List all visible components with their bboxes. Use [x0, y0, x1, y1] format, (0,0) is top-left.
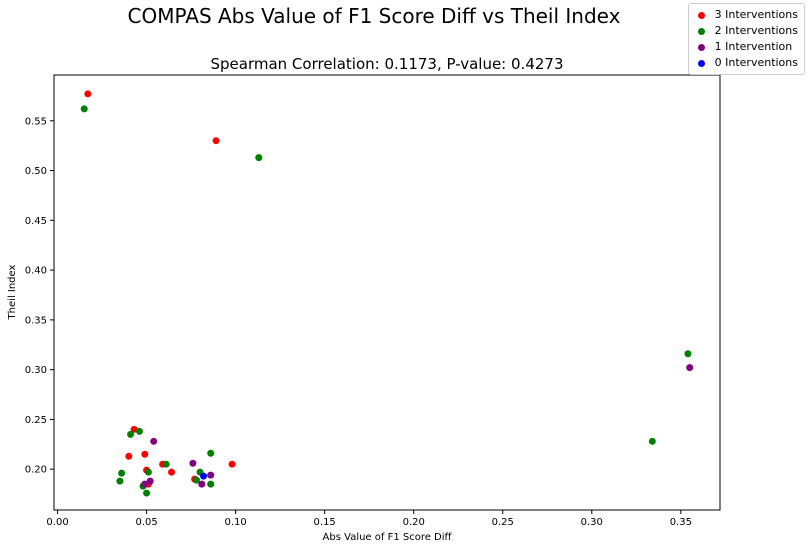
data-point — [116, 477, 124, 485]
y-tick-label: 0.40 — [25, 266, 47, 277]
data-point — [150, 437, 158, 445]
legend-item: 2 Interventions — [695, 23, 798, 39]
y-tick-label: 0.20 — [25, 465, 47, 476]
x-tick-label: 0.20 — [403, 517, 425, 528]
x-tick-label: 0.10 — [225, 517, 247, 528]
y-tick-label: 0.45 — [25, 216, 47, 227]
data-point — [162, 460, 170, 468]
data-point — [135, 427, 143, 435]
x-tick-label: 0.30 — [581, 517, 603, 528]
x-tick-label: 0.15 — [314, 517, 336, 528]
data-point — [255, 154, 263, 162]
data-point — [684, 350, 692, 358]
data-point — [127, 430, 135, 438]
data-point — [118, 469, 126, 477]
y-tick-label: 0.35 — [25, 315, 47, 326]
legend-label: 0 Interventions — [714, 56, 798, 69]
legend-marker — [697, 43, 705, 51]
legend-item: 0 Interventions — [695, 55, 798, 71]
x-axis-label: Abs Value of F1 Score Diff — [323, 532, 453, 543]
y-axis-ticks: 0.20 0.25 0.30 0.35 0.40 0.45 0.50 0.55 — [25, 116, 54, 476]
legend-label: 3 Interventions — [714, 8, 798, 21]
legend-label: 2 Interventions — [714, 24, 798, 37]
data-point — [84, 90, 92, 98]
data-point — [648, 437, 656, 445]
data-point — [168, 468, 176, 476]
data-point — [80, 105, 88, 113]
data-points — [80, 90, 694, 497]
x-axis-ticks: 0.00 0.05 0.10 0.15 0.20 0.25 0.30 0.35 — [46, 510, 692, 528]
legend-item: 1 Intervention — [695, 39, 798, 55]
data-point — [207, 449, 215, 457]
y-tick-label: 0.50 — [25, 166, 47, 177]
data-point — [189, 459, 197, 467]
data-point — [143, 489, 151, 497]
data-point — [207, 480, 215, 488]
legend-marker — [697, 11, 705, 19]
y-tick-label: 0.25 — [25, 415, 47, 426]
data-point — [200, 472, 208, 480]
data-point — [212, 137, 220, 145]
x-tick-label: 0.25 — [492, 517, 514, 528]
x-tick-label: 0.05 — [135, 517, 157, 528]
legend-item: 3 Interventions — [695, 7, 798, 23]
y-axis-label: Theil Index — [7, 264, 18, 320]
data-point — [198, 480, 206, 488]
y-tick-label: 0.55 — [25, 116, 47, 127]
data-point — [207, 471, 215, 479]
chart-subtitle: Spearman Correlation: 0.1173, P-value: 0… — [210, 55, 564, 73]
legend-marker — [697, 59, 705, 67]
legend-label: 1 Intervention — [714, 40, 793, 53]
data-point — [686, 364, 694, 372]
data-point — [130, 425, 138, 433]
data-point — [141, 480, 149, 488]
x-tick-label: 0.00 — [46, 517, 68, 528]
data-point — [125, 452, 133, 460]
legend-marker — [697, 27, 705, 35]
data-point — [144, 468, 152, 476]
data-point — [192, 476, 200, 484]
chart-title: COMPAS Abs Value of F1 Score Diff vs The… — [127, 4, 621, 28]
x-tick-label: 0.35 — [670, 517, 692, 528]
data-point — [146, 477, 154, 485]
y-tick-label: 0.30 — [25, 365, 47, 376]
data-point — [141, 450, 149, 458]
legend: 3 Interventions 2 Interventions 1 Interven… — [687, 3, 805, 75]
data-point — [228, 460, 236, 468]
plot-area — [53, 74, 721, 511]
